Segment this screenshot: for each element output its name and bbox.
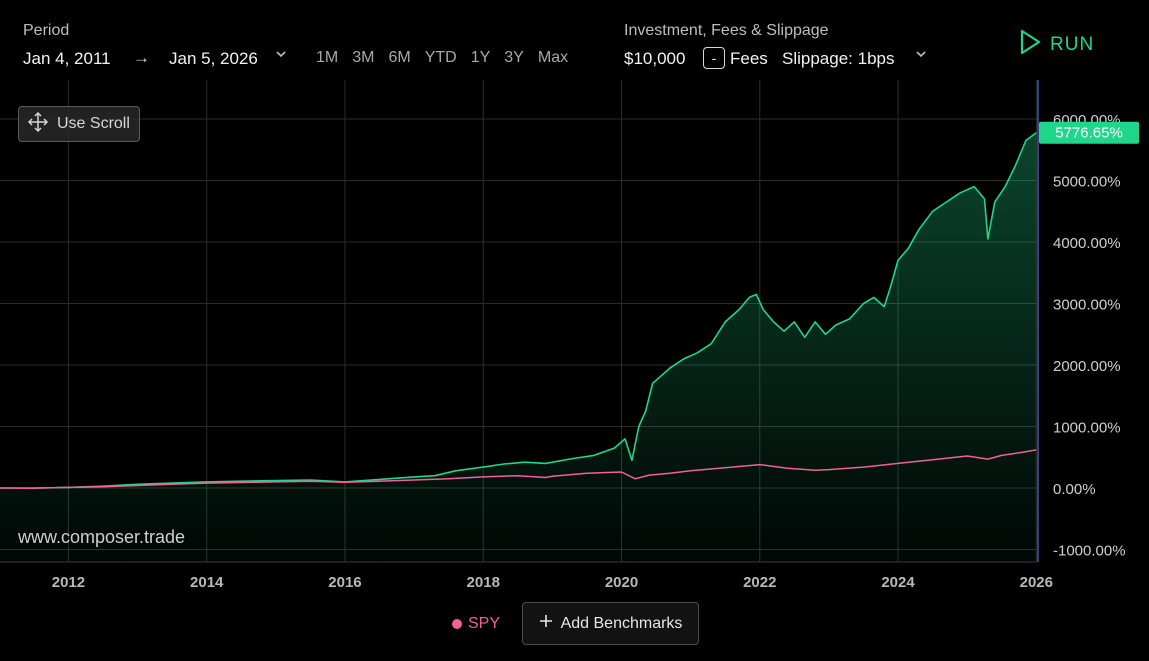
strategy-area	[0, 132, 1037, 562]
y-tick-label: 5000.00%	[1053, 174, 1121, 191]
end-date[interactable]: Jan 5, 2026	[169, 49, 258, 68]
watermark: www.composer.trade	[18, 527, 186, 547]
range-buttons: 1M 3M 6M YTD 1Y 3Y Max	[309, 47, 575, 69]
legend-item-spy[interactable]: SPY	[452, 615, 500, 633]
range-1m-button[interactable]: 1M	[316, 49, 339, 66]
run-label: RUN	[1050, 34, 1095, 55]
period-label: Period	[23, 22, 70, 39]
chevron-down-icon[interactable]	[274, 47, 288, 65]
y-tick-label: 2000.00%	[1053, 358, 1121, 375]
plus-icon	[539, 614, 553, 633]
range-max-button[interactable]: Max	[537, 49, 569, 66]
legend-label-spy: SPY	[468, 615, 501, 632]
current-value-badge	[1039, 121, 1139, 144]
run-button[interactable]: RUN	[1018, 28, 1094, 62]
range-1y-button[interactable]: 1Y	[470, 49, 491, 66]
x-tick-label: 2014	[190, 574, 224, 591]
investment-amount[interactable]: $10,000	[624, 49, 686, 68]
y-tick-label: 3000.00%	[1053, 297, 1121, 314]
use-scroll-button[interactable]: Use Scroll	[18, 106, 140, 142]
legend: SPY Add Benchmarks	[0, 600, 1149, 650]
move-icon	[27, 111, 49, 138]
performance-chart[interactable]: 6000.00%5000.00%4000.00%3000.00%2000.00%…	[0, 80, 1149, 600]
investment-label: Investment, Fees & Slippage	[624, 22, 829, 39]
x-tick-label: 2026	[1020, 574, 1053, 591]
y-tick-label: -1000.00%	[1053, 543, 1126, 560]
toolbar: Period Jan 4, 2011 → Jan 5, 2026 1M 3M 6…	[0, 0, 1149, 80]
date-range-arrow: →	[133, 48, 150, 67]
use-scroll-label: Use Scroll	[57, 115, 130, 132]
add-benchmarks-button[interactable]: Add Benchmarks	[522, 602, 699, 645]
y-tick-label: 4000.00%	[1053, 235, 1121, 252]
x-tick-label: 2016	[328, 574, 361, 591]
spy-dot-icon	[452, 619, 462, 629]
x-tick-label: 2024	[881, 574, 915, 591]
x-tick-label: 2018	[467, 574, 500, 591]
fees-label: Fees	[730, 49, 768, 68]
fees-toggle[interactable]: -	[703, 47, 725, 69]
range-ytd-button[interactable]: YTD	[424, 49, 457, 66]
range-3y-button[interactable]: 3Y	[504, 49, 524, 66]
current-value-label: 5776.65%	[1055, 125, 1123, 142]
chevron-down-icon[interactable]	[914, 47, 928, 65]
add-benchmarks-label: Add Benchmarks	[560, 614, 683, 632]
range-3m-button[interactable]: 3M	[352, 49, 375, 66]
x-tick-label: 2020	[605, 574, 638, 591]
strategy-line	[0, 132, 1037, 489]
range-6m-button[interactable]: 6M	[388, 49, 411, 66]
y-tick-label: 1000.00%	[1053, 420, 1121, 437]
play-icon	[1018, 28, 1042, 62]
spy-line	[0, 449, 1037, 490]
x-tick-label: 2022	[743, 574, 776, 591]
start-date[interactable]: Jan 4, 2011	[23, 49, 111, 68]
slippage-select[interactable]: Slippage: 1bps	[782, 49, 895, 68]
y-tick-label: 0.00%	[1053, 481, 1096, 498]
x-tick-label: 2012	[52, 574, 85, 591]
